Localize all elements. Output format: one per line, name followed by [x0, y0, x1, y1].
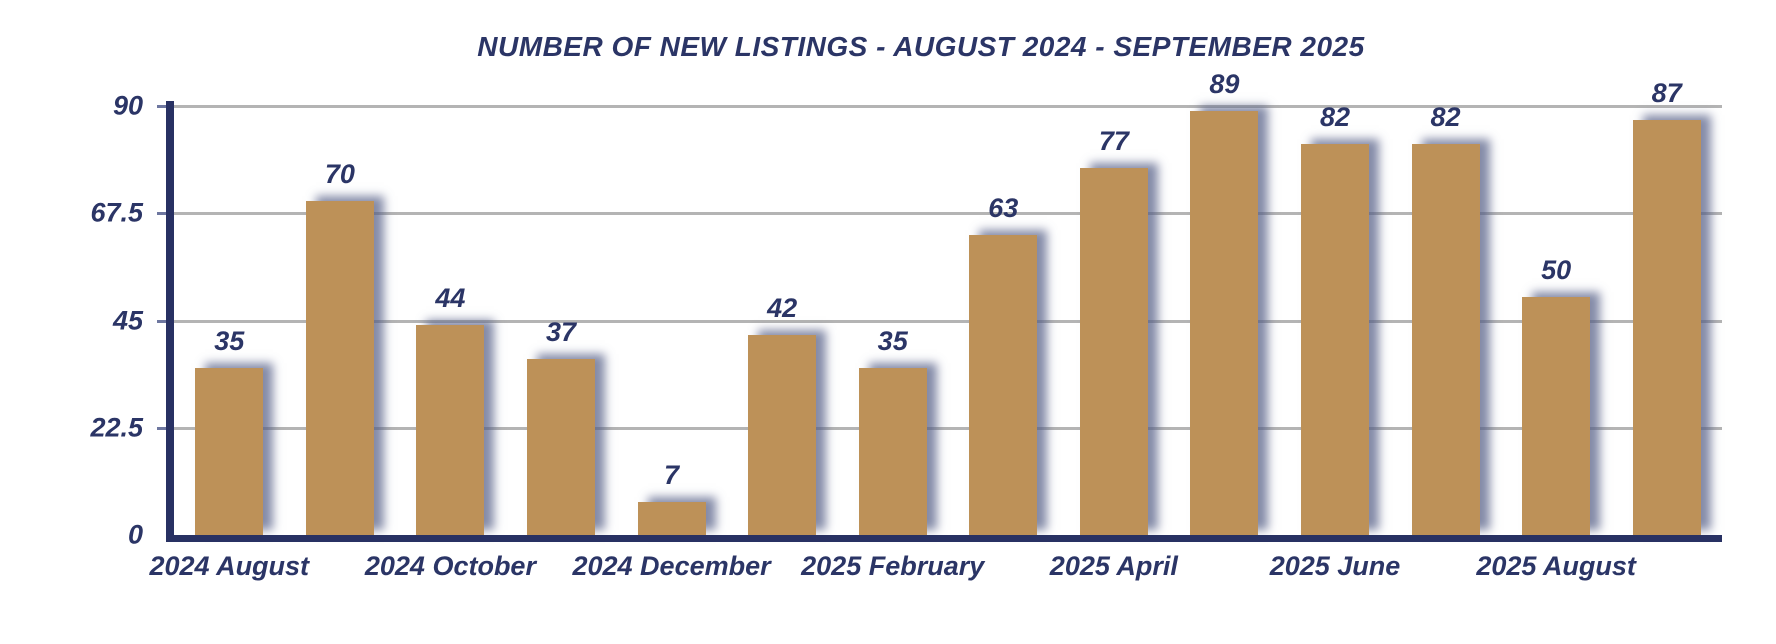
- bar: [637, 501, 706, 535]
- bar: [1301, 144, 1369, 535]
- bar-value-label: 35: [877, 326, 908, 357]
- bar: [1411, 144, 1480, 535]
- y-tick-mark: [157, 319, 166, 323]
- bar-value-label: 77: [1098, 125, 1129, 156]
- x-axis-line: [166, 535, 1722, 542]
- bar-value-label: 37: [545, 316, 577, 347]
- bar-value-label: 70: [324, 159, 355, 190]
- y-tick-mark: [157, 212, 166, 216]
- bar-value-label: 44: [435, 283, 466, 314]
- gridline: [174, 426, 1722, 430]
- x-axis-tick-label: 2025 April: [1049, 551, 1178, 581]
- bar-value-label: 50: [1541, 254, 1572, 285]
- gridline: [174, 319, 1722, 323]
- y-tick-mark: [157, 105, 166, 108]
- chart-title: NUMBER OF NEW LISTINGS - AUGUST 2024 - S…: [477, 31, 1365, 62]
- y-axis-label: 90: [112, 90, 143, 121]
- x-axis-tick-label: 2024 October: [364, 551, 536, 581]
- bar-value-label: 42: [767, 292, 798, 323]
- bar: [1190, 110, 1259, 535]
- y-axis-label: 22.5: [90, 412, 143, 443]
- x-axis-tick-label: 2024 August: [149, 551, 310, 581]
- x-axis-tick-label: 2025 February: [801, 551, 985, 581]
- bar: [858, 368, 927, 535]
- bar-value-label: 87: [1651, 78, 1682, 109]
- y-axis-line: [166, 101, 174, 542]
- bar: [527, 358, 595, 535]
- y-axis-label: 0: [127, 519, 143, 550]
- bar: [305, 201, 374, 535]
- gridline: [174, 105, 1722, 108]
- bar: [195, 368, 264, 535]
- y-axis-label: 45: [112, 305, 143, 335]
- bar-value-label: 82: [1319, 102, 1351, 133]
- x-axis-tick-label: 2025 August: [1476, 551, 1636, 581]
- x-axis-tick-label: 2024 December: [572, 551, 771, 581]
- y-axis: 0 22.5 45 67.5 90: [50, 92, 143, 548]
- x-axis-tick-label: 2025 June: [1269, 551, 1401, 581]
- bar: [1079, 167, 1148, 535]
- bar-value-label: 82: [1430, 102, 1461, 133]
- gridline: [174, 212, 1722, 216]
- bar: [748, 334, 817, 535]
- bar-value-label: 35: [214, 326, 245, 357]
- plot-area: 35 70 44 37 7 42 35 63 77 89 82 82 50 87: [174, 70, 1722, 535]
- bar-value-label: 7: [664, 459, 680, 490]
- y-axis-label: 67.5: [90, 197, 143, 228]
- bar: [1522, 296, 1591, 535]
- bar: [416, 325, 485, 535]
- y-tick-mark: [157, 426, 166, 430]
- bar: [1632, 120, 1701, 535]
- bar-value-label: 63: [988, 192, 1019, 223]
- x-axis: 2024 August 2024 October 2024 December 2025…: [150, 551, 1722, 587]
- bar: [969, 234, 1038, 535]
- bar-value-label: 89: [1209, 68, 1240, 99]
